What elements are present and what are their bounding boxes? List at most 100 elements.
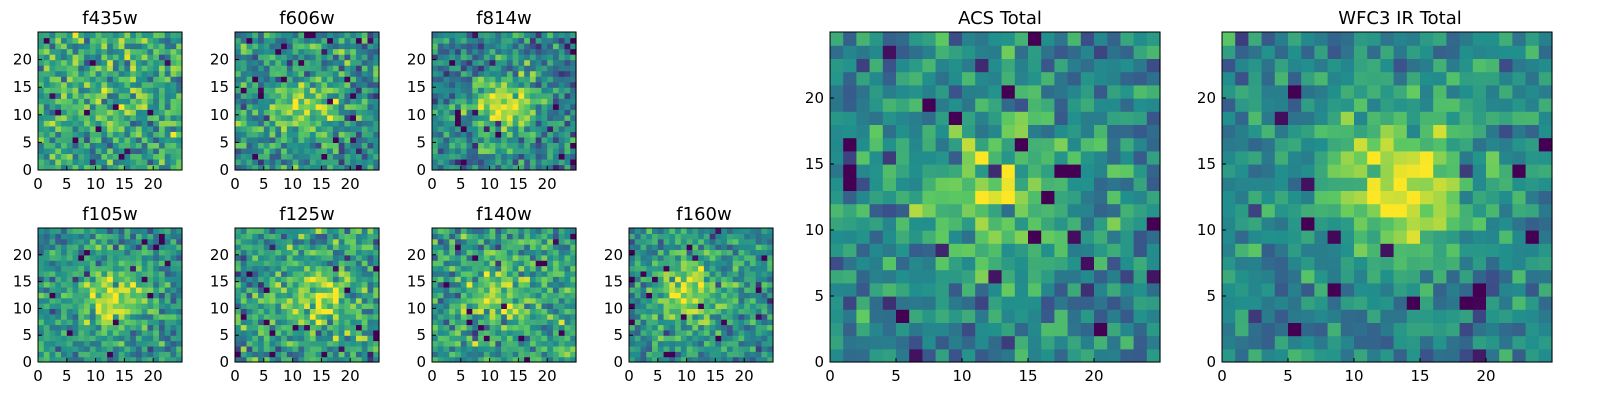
heatmap-cell	[355, 120, 363, 127]
heatmap-cell	[373, 59, 380, 66]
heatmap-cell	[107, 270, 114, 277]
heatmap-cell	[176, 32, 183, 39]
heatmap-cell	[634, 356, 642, 363]
heatmap-cell	[281, 319, 288, 326]
heatmap-cell	[478, 65, 485, 72]
heatmap-cell	[373, 98, 380, 105]
heatmap-cell	[338, 335, 346, 342]
heatmap-cell	[170, 92, 177, 99]
heatmap-cell	[101, 54, 108, 61]
heatmap-cell	[755, 292, 763, 299]
heatmap-cell	[698, 276, 705, 283]
heatmap-cell	[101, 319, 108, 326]
heatmap-cell	[524, 59, 531, 66]
heatmap-cell	[518, 345, 525, 352]
heatmap-cell	[164, 335, 172, 342]
heatmap-cell	[275, 297, 282, 304]
heatmap-cell	[66, 125, 74, 132]
heatmap-cell	[130, 345, 137, 352]
heatmap-cell	[332, 87, 340, 94]
heatmap-cell	[460, 164, 468, 171]
heatmap-cell	[570, 260, 577, 267]
heatmap-cell	[564, 59, 571, 66]
heatmap-cell	[153, 260, 160, 267]
heatmap-cell	[176, 98, 183, 105]
heatmap-cell	[1133, 150, 1148, 165]
heatmap-cell	[72, 32, 79, 39]
heatmap-cell	[355, 103, 363, 110]
heatmap-cell	[263, 136, 271, 143]
heatmap-cell	[524, 153, 531, 160]
heatmap-cell	[147, 103, 154, 110]
heatmap-cell	[327, 356, 334, 363]
heatmap-cell	[361, 276, 369, 283]
heatmap-cell	[361, 131, 369, 138]
heatmap-cell	[882, 203, 897, 218]
heatmap-cell	[830, 137, 844, 152]
heatmap-cell	[304, 114, 311, 121]
heatmap-cell	[501, 70, 508, 77]
heatmap-cell	[61, 340, 68, 347]
heatmap-cell	[524, 32, 531, 39]
heatmap-cell	[948, 309, 963, 323]
heatmap-cell	[321, 114, 328, 121]
heatmap-cell	[118, 81, 125, 88]
heatmap-cell	[558, 303, 566, 309]
heatmap-cell	[715, 265, 722, 272]
heatmap-cell	[43, 48, 51, 55]
heatmap-cell	[332, 356, 340, 363]
heatmap-cell	[135, 270, 143, 277]
heatmap-cell	[761, 281, 768, 288]
heatmap-cell	[112, 308, 120, 315]
heatmap-cell	[495, 147, 502, 155]
heatmap-cell	[535, 131, 543, 138]
heatmap-cell	[292, 120, 299, 127]
heatmap-cell	[344, 324, 351, 331]
heatmap-cell	[304, 249, 311, 256]
heatmap-cell	[164, 345, 172, 352]
heatmap-cell	[281, 76, 288, 83]
heatmap-cell	[675, 308, 682, 315]
heatmap-cell	[686, 303, 693, 309]
x-tick-label: 0	[230, 367, 240, 385]
heatmap-cell	[518, 32, 525, 39]
heatmap-cell	[298, 153, 305, 160]
heatmap-cell	[692, 228, 699, 234]
heatmap-cell	[767, 292, 774, 299]
heatmap-cell	[61, 319, 68, 326]
heatmap-cell	[506, 260, 514, 267]
heatmap-cell	[72, 153, 79, 160]
heatmap-cell	[564, 238, 571, 245]
heatmap-cell	[135, 249, 143, 256]
heatmap-cell	[558, 114, 566, 121]
heatmap-cell	[338, 281, 346, 288]
heatmap-cell	[95, 249, 102, 256]
heatmap-cell	[552, 303, 560, 309]
heatmap-cell	[657, 303, 665, 309]
heatmap-cell	[882, 269, 897, 284]
heatmap-cell	[147, 335, 154, 342]
heatmap-cell	[715, 233, 722, 240]
heatmap-cell	[327, 125, 334, 132]
heatmap-cell	[252, 313, 259, 320]
heatmap-cell	[652, 276, 659, 283]
heatmap-cell	[518, 313, 525, 320]
heatmap-cell	[962, 243, 976, 257]
heatmap-cell	[327, 142, 334, 149]
heatmap-cell	[1080, 190, 1095, 205]
heatmap-cell	[49, 136, 56, 143]
heatmap-cell	[66, 32, 74, 39]
heatmap-cell	[472, 164, 479, 171]
heatmap-cell	[350, 76, 357, 83]
heatmap-cell	[240, 43, 248, 50]
heatmap-cell	[43, 153, 51, 160]
heatmap-cell	[66, 270, 74, 277]
heatmap-cell	[495, 233, 502, 240]
heatmap-cell	[749, 324, 757, 331]
heatmap-cell	[158, 265, 166, 272]
heatmap-cell	[1067, 190, 1082, 205]
heatmap-cell	[164, 233, 172, 240]
heatmap-cell	[130, 351, 137, 358]
heatmap-cell	[692, 270, 699, 277]
